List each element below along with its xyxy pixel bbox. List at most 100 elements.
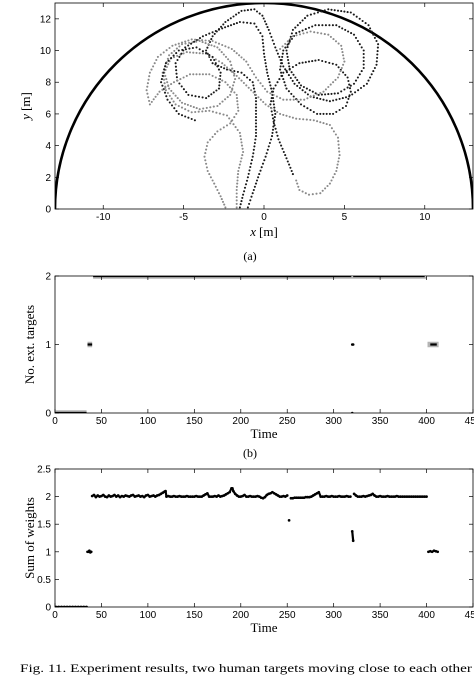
trajectory-point xyxy=(288,40,291,43)
trajectory-point xyxy=(234,126,237,129)
trajectory-point xyxy=(178,45,181,48)
trajectory-point xyxy=(269,103,272,106)
trajectory-point xyxy=(248,169,251,172)
trajectory-point xyxy=(233,74,236,77)
trajectory-point xyxy=(271,131,274,134)
trajectory-point xyxy=(168,94,171,97)
trajectory-point xyxy=(335,98,338,101)
trajectory-point xyxy=(290,32,293,35)
trajectory-point xyxy=(301,190,304,193)
trajectory-point xyxy=(167,63,170,66)
trajectory-point xyxy=(219,74,222,77)
trajectory-point xyxy=(205,106,208,109)
trajectory-point xyxy=(174,94,177,97)
trajectory-point xyxy=(170,52,173,55)
trajectory-point xyxy=(280,144,283,147)
trajectory-point xyxy=(313,12,316,15)
trajectory-point xyxy=(295,179,298,182)
trajectory-point xyxy=(254,76,258,79)
trajectory-point xyxy=(178,99,181,102)
trajectory-point xyxy=(255,25,258,28)
trajectory-point xyxy=(231,119,234,122)
trajectory-point xyxy=(229,60,232,63)
trajectory-point xyxy=(242,58,245,61)
trajectory-point xyxy=(309,95,312,99)
trajectory-point xyxy=(165,95,168,98)
trajectory-point xyxy=(162,78,166,81)
trajectory-point xyxy=(288,68,291,71)
trajectory-point xyxy=(201,50,204,53)
trajectory-point xyxy=(230,70,233,73)
trajectory-point xyxy=(185,51,188,54)
trajectory-point xyxy=(321,59,324,63)
trajectory-point xyxy=(319,192,322,195)
trajectory-point xyxy=(346,11,349,14)
trajectory-point xyxy=(301,19,304,22)
trajectory-point xyxy=(264,103,267,106)
trajectory-point xyxy=(194,110,197,114)
trajectory-point xyxy=(204,159,207,162)
trajectory-point xyxy=(269,32,272,35)
trajectory-point xyxy=(190,111,193,114)
trajectory-point xyxy=(285,114,288,117)
trajectory-point xyxy=(362,66,365,70)
trajectory-point xyxy=(214,29,217,33)
trajectory-point xyxy=(243,186,247,189)
trajectory-point xyxy=(235,13,238,16)
trajectory-point xyxy=(335,166,339,169)
trajectory-point xyxy=(161,84,164,87)
trajectory-point xyxy=(187,44,190,47)
trajectory-point xyxy=(265,68,268,71)
trajectory-point xyxy=(278,55,281,58)
trajectory-point xyxy=(261,35,264,38)
trajectory-point xyxy=(347,79,350,83)
trajectory-point xyxy=(331,24,334,27)
trajectory-point xyxy=(315,192,318,195)
trajectory-point xyxy=(222,113,225,116)
trajectory-point xyxy=(150,100,153,103)
trajectory-point xyxy=(167,59,170,62)
trajectory-point xyxy=(328,123,331,127)
trajectory-point xyxy=(253,185,256,188)
trajectory-point xyxy=(316,112,319,115)
trajectory-point xyxy=(296,79,299,82)
trajectory-point xyxy=(354,36,358,39)
trajectory-point xyxy=(227,19,230,22)
weights-xtick-label: 100 xyxy=(140,610,157,621)
trajectory-point xyxy=(327,93,330,96)
trajectory-point xyxy=(302,32,305,35)
trajectory-point xyxy=(267,105,270,108)
trajectory-point xyxy=(271,97,275,100)
trajectory-point xyxy=(260,166,263,169)
trajectory-point xyxy=(324,24,327,27)
trajectory-point xyxy=(351,93,354,96)
trajectory-point xyxy=(224,26,227,29)
trajectory-point xyxy=(250,162,253,165)
trajectory-point xyxy=(255,179,259,182)
trajectory-point xyxy=(299,103,303,106)
trajectory-point xyxy=(336,9,340,12)
trajectory-ticks: -10 -5 0 5 10 0 2 4 6 8 10 12 xyxy=(40,3,473,223)
trajectory-point xyxy=(218,112,221,115)
trajectory-point xyxy=(257,96,260,99)
trajectory-point xyxy=(376,46,379,49)
trajectory-point xyxy=(211,39,214,43)
trajectory-point xyxy=(232,15,235,18)
trajectory-point xyxy=(302,85,305,89)
trajectory-point xyxy=(204,39,207,42)
trajectory-point xyxy=(337,42,340,45)
trajectory-point xyxy=(272,93,275,96)
trajectory-point xyxy=(334,133,337,136)
trajectory-point xyxy=(198,108,201,111)
trajectory-point xyxy=(341,97,344,100)
trajectory-point xyxy=(213,182,216,185)
weights-axes-frame xyxy=(54,468,474,608)
trajectory-point xyxy=(172,100,175,103)
trajectory-point xyxy=(243,74,246,77)
trajectory-point xyxy=(208,39,211,42)
target-count-y-axis-label: No. ext. targets xyxy=(22,305,37,384)
trajectory-point xyxy=(317,58,320,62)
trajectory-point xyxy=(221,27,224,30)
weights-xtick-label: 300 xyxy=(325,610,342,621)
trajectory-point xyxy=(235,112,238,115)
